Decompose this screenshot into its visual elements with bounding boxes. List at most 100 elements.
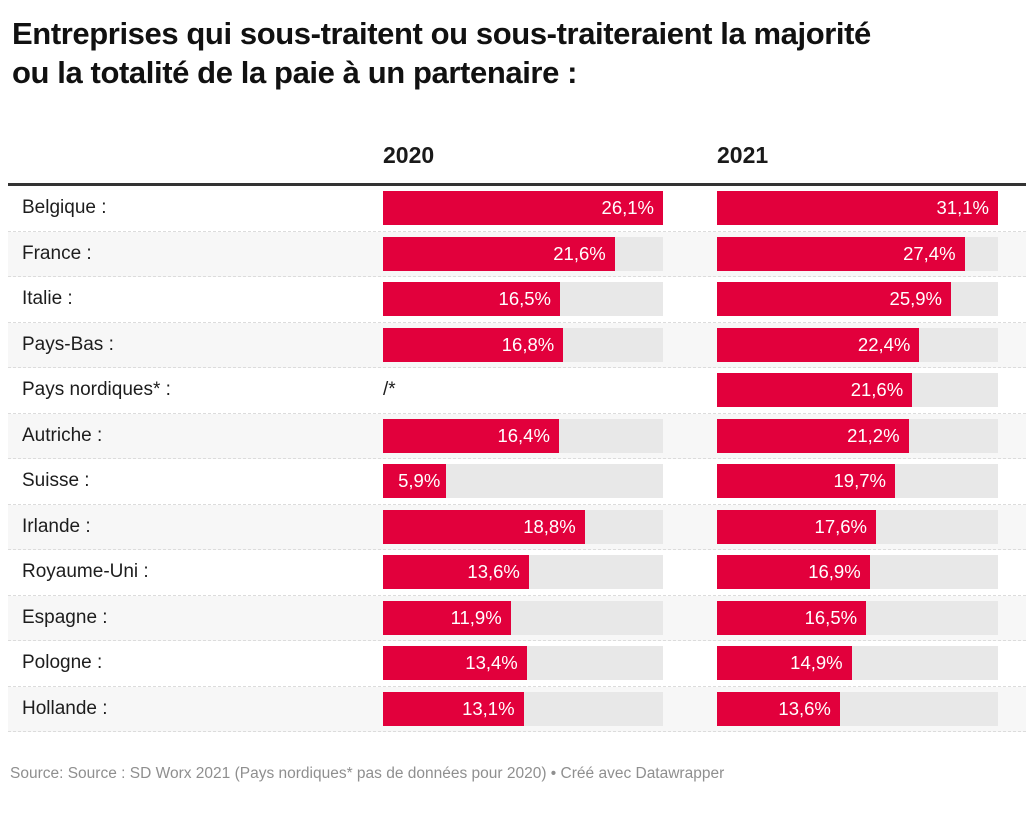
bar-2020: 5,9% (383, 464, 447, 499)
bar-cell-2020: 5,9% (383, 464, 663, 499)
bar-value-label: 13,1% (462, 697, 515, 719)
chart-title: Entreprises qui sous-traitent ou sous-tr… (12, 14, 1026, 92)
bar-cell-2021: 17,6% (717, 509, 998, 544)
bar-cell-2021: 16,5% (717, 600, 998, 635)
bar-2021: 19,7% (717, 464, 895, 499)
bar-table: 2020 2021 Belgique : 26,1% 31,1% France : 21… (8, 141, 1026, 732)
bar-2020: 16,8% (383, 327, 564, 362)
bar-2020: 18,8% (383, 509, 585, 544)
bar-2021: 21,6% (717, 373, 913, 408)
bar-2020: 26,1% (383, 191, 663, 226)
bar-cell-2020: 16,4% (383, 418, 663, 453)
bar-2021: 31,1% (717, 191, 998, 226)
table-row: Suisse : 5,9% 19,7% (8, 459, 1026, 505)
column-header-2021: 2021 (717, 142, 769, 168)
table-body: Belgique : 26,1% 31,1% France : 21,6% 27,4% It… (8, 186, 1026, 732)
country-label: Espagne : (22, 606, 108, 628)
bar-value-label: 17,6% (814, 515, 868, 537)
source-attribution: Source: Source : SD Worx 2021 (Pays nord… (10, 765, 725, 782)
bar-cell-2021: 22,4% (717, 327, 998, 362)
bar-value-label: 16,4% (497, 424, 550, 446)
bar-2021: 14,9% (717, 646, 852, 681)
bar-2020: 16,4% (383, 418, 559, 453)
no-data-marker: /* (383, 379, 396, 401)
bar-value-label: 21,6% (553, 242, 606, 264)
table-row: Pays nordiques* : /* 21,6% (8, 368, 1026, 414)
bar-2021: 17,6% (717, 509, 877, 544)
bar-cell-2021: 21,2% (717, 418, 998, 453)
country-label: France : (22, 242, 92, 264)
bar-cell-2021: 21,6% (717, 373, 998, 408)
bar-value-label: 31,1% (936, 197, 989, 219)
bar-value-label: 13,4% (465, 652, 518, 674)
bar-2020: 13,6% (383, 555, 529, 590)
bar-2021: 27,4% (717, 236, 965, 271)
bar-value-label: 19,7% (833, 470, 886, 492)
table-row: Irlande : 18,8% 17,6% (8, 504, 1026, 550)
bar-value-label: 16,9% (808, 561, 861, 583)
table-row: Espagne : 11,9% 16,5% (8, 595, 1026, 641)
bar-2021: 16,9% (717, 555, 870, 590)
chart-title-line1: Entreprises qui sous-traitent ou sous-tr… (12, 16, 871, 51)
bar-2021: 16,5% (717, 600, 867, 635)
country-label: Royaume-Uni : (22, 561, 149, 583)
bar-2021: 22,4% (717, 327, 920, 362)
column-header-row: 2020 2021 (8, 141, 1026, 170)
table-row: Royaume-Uni : 13,6% 16,9% (8, 550, 1026, 596)
bar-cell-2020: /* (383, 373, 663, 407)
bar-value-label: 5,9% (398, 470, 441, 492)
bar-2020: 21,6% (383, 236, 615, 271)
country-label: Italie : (22, 288, 73, 310)
bar-value-label: 16,5% (804, 606, 858, 628)
bar-cell-2021: 27,4% (717, 236, 998, 271)
header-rule (8, 183, 1026, 186)
chart-title-line2: ou la totalité de la paie à un partenair… (12, 55, 578, 90)
bar-2021: 13,6% (717, 691, 840, 726)
bar-value-label: 13,6% (467, 561, 520, 583)
bar-value-label: 16,5% (498, 288, 551, 310)
bar-cell-2020: 21,6% (383, 236, 663, 271)
bar-cell-2021: 13,6% (717, 691, 998, 726)
bar-value-label: 25,9% (889, 288, 943, 310)
bar-value-label: 26,1% (601, 197, 654, 219)
country-label: Irlande : (22, 515, 91, 537)
bar-2021: 25,9% (717, 282, 952, 317)
bar-cell-2021: 14,9% (717, 646, 998, 681)
bar-cell-2021: 25,9% (717, 282, 998, 317)
bar-2020: 11,9% (383, 600, 511, 635)
country-label: Pologne : (22, 652, 103, 674)
chart-container: Entreprises qui sous-traitent ou sous-tr… (0, 14, 1034, 814)
bar-value-label: 21,6% (850, 379, 904, 401)
table-row: Pays-Bas : 16,8% 22,4% (8, 322, 1026, 368)
bar-value-label: 18,8% (523, 515, 576, 537)
bar-cell-2021: 16,9% (717, 555, 998, 590)
bar-2021: 21,2% (717, 418, 909, 453)
table-row: Belgique : 26,1% 31,1% (8, 186, 1026, 232)
bar-2020: 16,5% (383, 282, 560, 317)
table-row: Italie : 16,5% 25,9% (8, 277, 1026, 323)
bar-cell-2020: 11,9% (383, 600, 663, 635)
bar-value-label: 22,4% (857, 333, 911, 355)
country-label: Suisse : (22, 470, 90, 492)
bar-value-label: 11,9% (450, 606, 502, 628)
bar-cell-2020: 13,1% (383, 691, 663, 726)
bar-cell-2021: 31,1% (717, 191, 998, 226)
bar-cell-2021: 19,7% (717, 464, 998, 499)
bar-2020: 13,4% (383, 646, 527, 681)
bar-value-label: 21,2% (847, 424, 900, 446)
table-row: Autriche : 16,4% 21,2% (8, 413, 1026, 459)
bar-value-label: 14,9% (790, 652, 843, 674)
bar-cell-2020: 13,6% (383, 555, 663, 590)
bar-2020: 13,1% (383, 691, 524, 726)
country-label: Pays nordiques* : (22, 379, 171, 401)
country-label: Pays-Bas : (22, 333, 114, 355)
bar-value-label: 13,6% (778, 697, 831, 719)
country-label: Belgique : (22, 197, 107, 219)
bar-value-label: 16,8% (501, 333, 555, 355)
table-row: Pologne : 13,4% 14,9% (8, 641, 1026, 687)
bar-cell-2020: 16,5% (383, 282, 663, 317)
column-header-2020: 2020 (383, 142, 435, 168)
bar-cell-2020: 16,8% (383, 327, 663, 362)
table-row: Hollande : 13,1% 13,6% (8, 686, 1026, 732)
bar-cell-2020: 26,1% (383, 191, 663, 226)
